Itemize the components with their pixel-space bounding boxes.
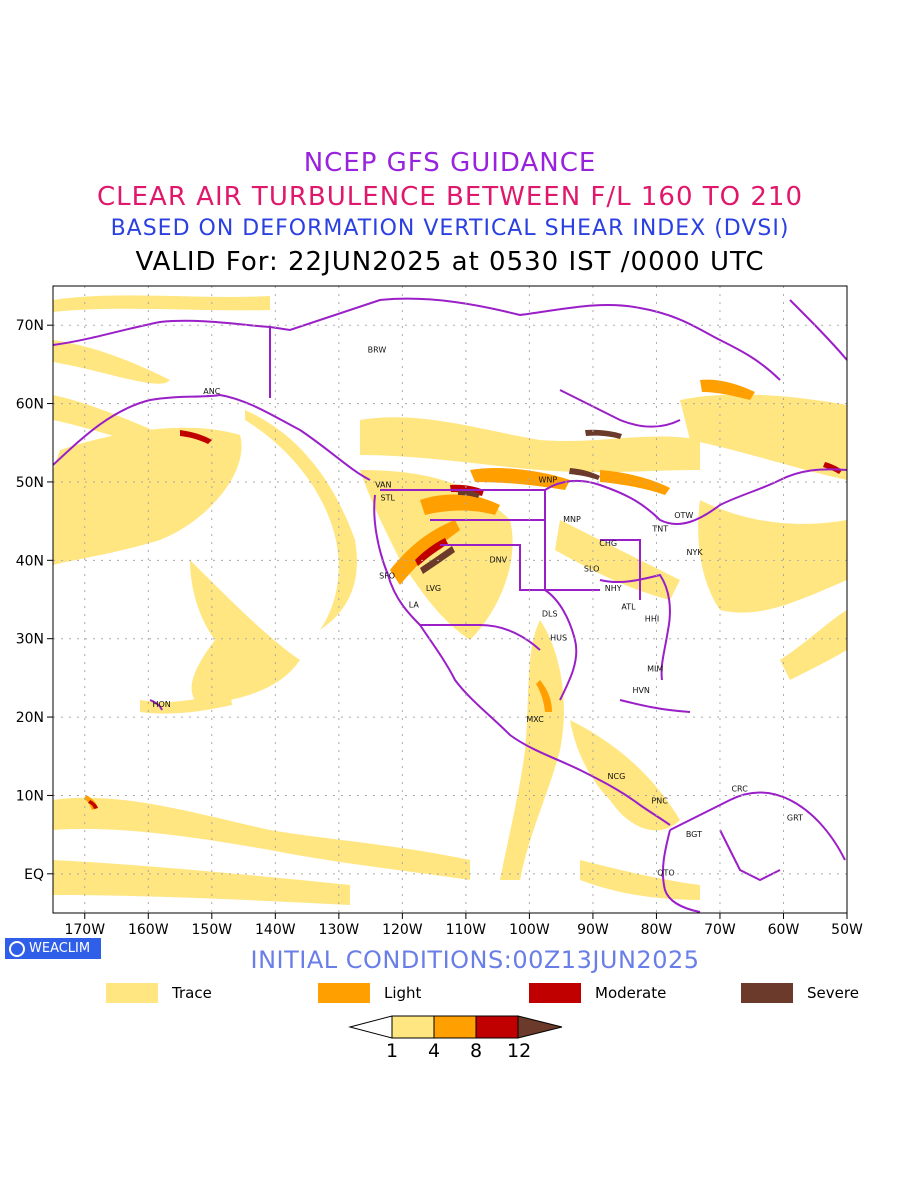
station-mim: MIM [647,665,663,674]
colorbar-tick-1: 1 [386,1040,399,1062]
lon-label-160W: 160W [128,922,169,938]
lat-label-30N: 30N [16,632,44,648]
station-dnv: DNV [489,556,507,565]
lon-label-110W: 110W [446,922,487,938]
station-qto: QTO [657,868,674,877]
station-grt: GRT [787,814,803,823]
legend-swatch-light [318,983,370,1003]
station-dls: DLS [542,610,558,619]
lat-label-10N: 10N [16,788,44,804]
lon-label-130W: 130W [319,922,360,938]
legend-swatch-severe [741,983,793,1003]
station-slo: SLO [584,564,600,573]
station-hvn: HVN [632,686,649,695]
station-mnp: MNP [563,515,581,524]
lon-label-60W: 60W [768,922,800,938]
trace-turbulence-areas [53,295,847,905]
moderate-turbulence-areas [88,430,842,809]
station-lvg: LVG [426,584,441,593]
lat-label-40N: 40N [16,553,44,569]
valid-time: VALID For: 22JUN2025 at 0530 IST /0000 U… [135,247,765,277]
colorbar-lower-arrow [348,1015,393,1039]
lat-label-60N: 60N [16,397,44,413]
lon-label-80W: 80W [641,922,673,938]
station-hon: HON [152,700,170,709]
lon-label-90W: 90W [577,922,609,938]
lon-label-140W: 140W [255,922,296,938]
station-anc: ANC [203,387,220,396]
station-nyk: NYK [686,548,703,557]
lat-label-70N: 70N [16,318,44,334]
station-mxc: MXC [526,715,544,724]
political-boundaries [53,297,847,913]
legend-label-severe: Severe [807,984,859,1002]
weaclim-badge[interactable]: WEACLIM [5,938,101,959]
station-hus: HUS [550,633,567,642]
lon-label-170W: 170W [64,922,105,938]
colorbar-segment-light [433,1015,477,1039]
colorbar [348,1015,563,1039]
legend-label-light: Light [384,984,422,1002]
station-pnc: PNC [651,796,668,805]
legend-item-moderate: Moderate [529,983,666,1003]
lon-label-70W: 70W [704,922,736,938]
latitude-axis: EQ 10N 20N 30N 40N 50N 60N 70N [16,318,53,883]
map-frame [52,285,848,914]
station-la: LA [409,600,420,609]
legend-item-severe: Severe [741,983,859,1003]
legend-swatch-trace [106,983,158,1003]
station-otw: OTW [674,511,693,520]
station-van: VAN [375,480,391,489]
weaclim-logo-icon [9,940,25,957]
station-sfo: SFO [379,571,395,580]
station-hhi: HHI [645,614,659,623]
station-stl: STL [381,494,396,503]
legend-label-trace: Trace [172,984,212,1002]
title-line-3: BASED ON DEFORMATION VERTICAL SHEAR INDE… [110,216,790,241]
colorbar-tick-8: 8 [470,1040,483,1062]
lat-label-EQ: EQ [24,867,44,883]
lon-label-120W: 120W [382,922,423,938]
station-wnp: WNP [538,476,557,485]
badge-label: WEACLIM [29,941,91,956]
lon-label-50W: 50W [831,922,863,938]
legend-item-trace: Trace [106,983,212,1003]
longitude-axis: 170W 160W 150W 140W 130W 120W 110W 100W 90W 80W 70… [64,913,863,938]
station-crc: CRC [731,785,748,794]
station-tnt: TNT [651,524,668,533]
lon-label-100W: 100W [509,922,550,938]
station-brw: BRW [368,346,387,355]
lon-label-150W: 150W [192,922,233,938]
colorbar-segment-trace [391,1015,435,1039]
legend-item-light: Light [318,983,421,1003]
station-ncg: NCG [608,772,626,781]
station-chg: CHG [599,539,617,548]
station-bgt: BGT [686,830,702,839]
lat-label-20N: 20N [16,710,44,726]
station-atl: ATL [621,603,636,612]
legend-swatch-moderate [529,983,581,1003]
legend-label-moderate: Moderate [595,984,667,1002]
station-nhy: NHY [605,584,622,593]
title-line-1: NCEP GFS GUIDANCE [303,148,597,178]
graticule [53,286,847,913]
initial-conditions: INITIAL CONDITIONS:00Z13JUN2025 [250,946,700,974]
colorbar-upper-arrow [517,1015,563,1039]
colorbar-tick-12: 12 [507,1040,532,1062]
station-labels: BRW ANC VAN STL SFO LA LVG DNV WNP MNP CHG SLO NHY AT… [152,346,803,878]
title-line-2: CLEAR AIR TURBULENCE BETWEEN F/L 160 TO … [96,182,804,212]
lat-label-50N: 50N [16,475,44,491]
colorbar-tick-4: 4 [428,1040,441,1062]
colorbar-segment-moderate [475,1015,519,1039]
